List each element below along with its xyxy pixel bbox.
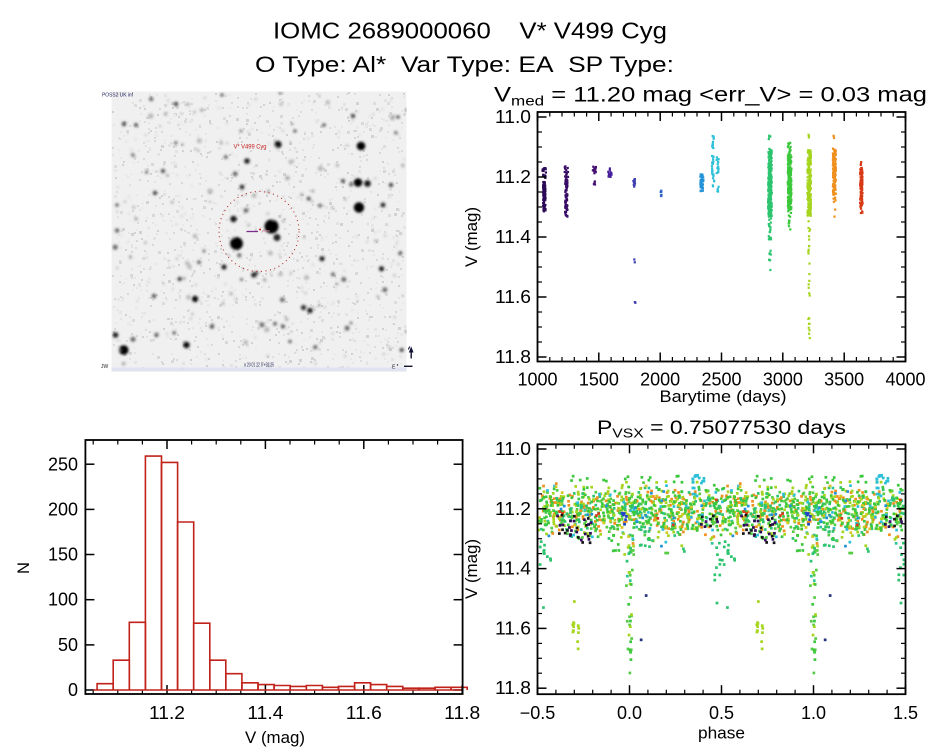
svg-text:JW: JW <box>101 364 109 370</box>
svg-text:V* V499 Cyg: V* V499 Cyg <box>234 144 268 151</box>
svg-text:POSS2 UK inf: POSS2 UK inf <box>102 93 133 99</box>
svg-text:α 20 01 22 δ +32 25: α 20 01 22 δ +32 25 <box>244 363 274 369</box>
svg-text:E: E <box>392 365 396 371</box>
